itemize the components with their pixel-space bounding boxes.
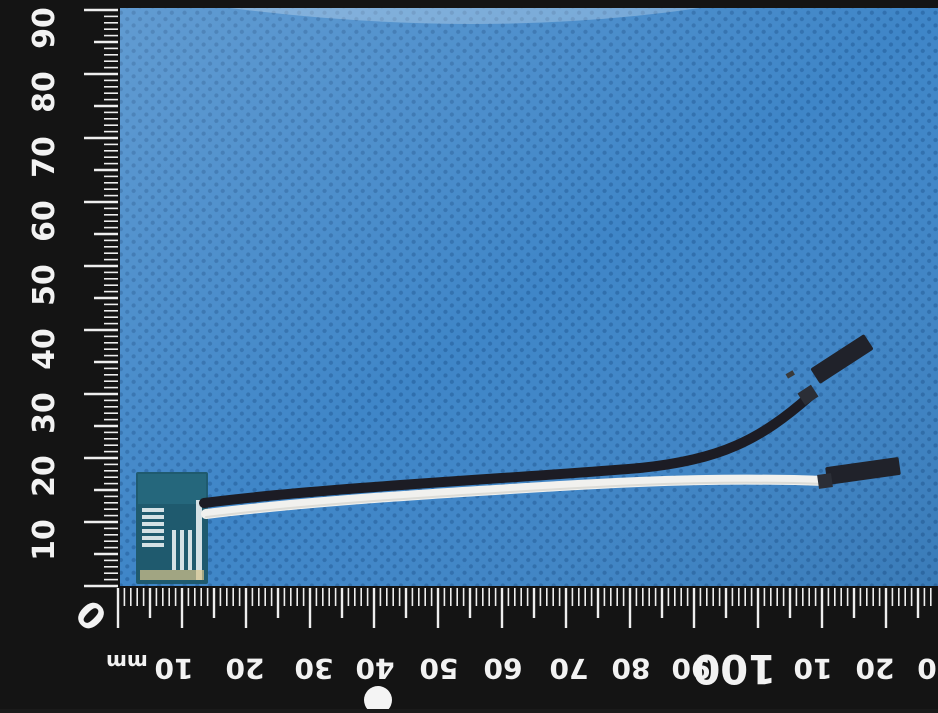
ruler-label-h130: 0 — [917, 652, 937, 685]
ruler-label-h100: 100 — [692, 645, 777, 691]
ruler-label-30: 30 — [27, 392, 62, 434]
ruler-label-40: 40 — [27, 328, 62, 370]
white-wire — [201, 474, 831, 519]
jumper-cable — [199, 334, 901, 519]
black-wire — [199, 391, 815, 508]
ruler-label-h120: 20 — [855, 652, 895, 685]
ruler-label-60: 60 — [27, 200, 62, 242]
ruler-label-50: 50 — [27, 264, 62, 306]
ruler-label-h40: 40 — [355, 652, 395, 685]
ruler-label-h50: 50 — [419, 652, 459, 685]
ruler-label-20: 20 — [27, 455, 62, 497]
black-wire-connector — [797, 334, 873, 406]
horizontal-ruler-ticks — [116, 588, 932, 628]
vertical-ruler-ticks — [84, 8, 118, 588]
ruler-label-10: 10 — [27, 519, 62, 561]
pcb-module — [136, 472, 208, 584]
ruler-label-h110: 10 — [793, 652, 833, 685]
ruler-label-h60: 60 — [483, 652, 523, 685]
ruler-label-h10: 10 — [154, 652, 194, 685]
ruler-label-h30: 30 — [294, 652, 334, 685]
ruler-label-70: 70 — [27, 136, 62, 178]
ruler-label-h20: 20 — [225, 652, 265, 685]
ruler-unit-label: mm — [106, 650, 148, 674]
ruler-label-80: 80 — [27, 71, 62, 113]
ruler-hole — [364, 686, 392, 713]
white-wire-connector — [817, 457, 901, 489]
ruler-label-90: 90 — [27, 7, 62, 49]
top-glare — [230, 8, 700, 24]
ruler-label-h80: 80 — [611, 652, 651, 685]
ruler-label-h70: 70 — [549, 652, 589, 685]
